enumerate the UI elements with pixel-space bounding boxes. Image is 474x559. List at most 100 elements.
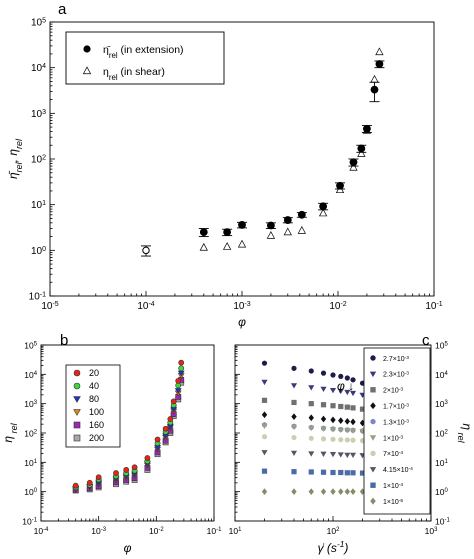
data-point bbox=[261, 450, 268, 456]
extension-point bbox=[238, 221, 246, 229]
x-tick-label: 10-1 bbox=[425, 301, 442, 313]
data-point bbox=[337, 427, 344, 433]
data-point bbox=[320, 402, 327, 408]
data-point bbox=[337, 452, 344, 458]
x-tick-label: 10-3 bbox=[91, 526, 106, 536]
data-point bbox=[291, 365, 297, 371]
data-point bbox=[308, 368, 314, 374]
data-point bbox=[320, 469, 327, 475]
legend-label: 1×10-5 bbox=[383, 497, 403, 506]
legend-label: 160 bbox=[89, 420, 104, 430]
extension-point bbox=[336, 181, 344, 190]
x-tick-label: 10-4 bbox=[34, 526, 49, 536]
legend: 20 40 80 100 160 200 bbox=[65, 364, 121, 448]
data-point bbox=[123, 467, 130, 473]
data-point bbox=[154, 436, 161, 443]
data-point bbox=[349, 390, 357, 397]
data-point bbox=[131, 464, 138, 471]
legend-label: 200 bbox=[89, 433, 104, 443]
legend-marker bbox=[73, 434, 81, 442]
legend-marker bbox=[73, 369, 81, 377]
legend-marker-extension bbox=[83, 45, 91, 53]
extension-point bbox=[349, 158, 358, 167]
legend-marker bbox=[370, 482, 376, 488]
data-point bbox=[261, 488, 268, 496]
data-point bbox=[344, 470, 350, 476]
shear-point bbox=[297, 225, 306, 234]
data-point bbox=[261, 423, 268, 429]
data-point bbox=[113, 470, 119, 476]
data-point bbox=[350, 437, 356, 443]
y-tick-label: 102 bbox=[31, 154, 46, 166]
extension-point bbox=[199, 228, 208, 237]
data-point bbox=[261, 379, 268, 386]
data-point bbox=[308, 425, 315, 432]
x-tick-label: 10-2 bbox=[329, 301, 346, 313]
data-point bbox=[308, 414, 314, 422]
data-point bbox=[291, 469, 297, 475]
shear-point bbox=[370, 74, 379, 83]
x-axis-title: φ bbox=[238, 315, 246, 329]
y-tick-label: 101 bbox=[435, 458, 448, 468]
extension-point bbox=[297, 210, 306, 219]
x-tick-label: 10-1 bbox=[207, 526, 222, 536]
legend-marker bbox=[73, 421, 81, 429]
data-point bbox=[320, 386, 327, 392]
legend-label-extension: η̄rel (in extension) bbox=[103, 44, 184, 60]
data-point bbox=[338, 469, 344, 476]
data-point bbox=[290, 450, 298, 457]
shear-point bbox=[266, 230, 276, 239]
data-point bbox=[291, 413, 297, 421]
data-point bbox=[338, 403, 344, 410]
legend-label: 80 bbox=[89, 394, 99, 404]
data-point bbox=[308, 451, 315, 457]
data-point bbox=[350, 488, 356, 496]
shear-point bbox=[375, 47, 384, 56]
phi-arrow-annotation: φ ↓ bbox=[337, 379, 354, 393]
x-axis-title: γ̇ (s-1) bbox=[318, 539, 349, 555]
legend: 2.7×10-3 2.3×10-3 2×10-3 1.7×10-3 1.3×10-3 1×… bbox=[363, 347, 431, 515]
data-point bbox=[338, 373, 344, 380]
data-point bbox=[350, 377, 356, 383]
data-point bbox=[291, 488, 297, 496]
legend: η̄rel (in extension) ηrel (in shear) bbox=[65, 31, 225, 85]
data-point bbox=[167, 416, 174, 422]
extension-point bbox=[357, 144, 366, 153]
legend-marker bbox=[370, 387, 376, 393]
panel-b: 10-1 100 101 102 103 104 105 10-4 10-3 10-2 10-1 b φ… bbox=[1, 332, 222, 555]
x-tick-label: 10-4 bbox=[137, 301, 154, 313]
data-point bbox=[330, 469, 336, 476]
panel-a: 10-1 100 101 102 103 104 105 10-5 10-4 10-3 10-2 10… bbox=[6, 1, 443, 329]
data-point bbox=[144, 455, 151, 461]
legend-marker bbox=[370, 418, 376, 425]
legend-label: 4.15×10-4 bbox=[383, 466, 413, 475]
data-point bbox=[344, 417, 351, 425]
data-point bbox=[308, 469, 314, 475]
legend-label: 1.3×10-3 bbox=[383, 418, 409, 427]
legend-label: 40 bbox=[89, 381, 99, 391]
data-point bbox=[261, 360, 268, 366]
y-tick-label: 100 bbox=[31, 245, 46, 256]
shear-point bbox=[318, 208, 328, 217]
legend-label: 7×10-4 bbox=[383, 450, 403, 459]
data-point bbox=[338, 488, 344, 496]
shear-point bbox=[199, 242, 208, 251]
extension-point bbox=[266, 221, 275, 230]
y-tick-label: 103 bbox=[24, 399, 37, 409]
x-tick-label: 102 bbox=[327, 526, 340, 536]
panel-letter: b bbox=[60, 332, 68, 349]
data-point bbox=[330, 436, 336, 442]
y-axis-title: η rel bbox=[456, 423, 474, 443]
x-tick-label: 10-3 bbox=[233, 301, 250, 313]
legend-label: 2.3×10-3 bbox=[383, 370, 409, 379]
y-tick-label: 104 bbox=[24, 370, 37, 380]
legend-label: 100 bbox=[89, 407, 104, 417]
extension-point bbox=[142, 246, 150, 255]
data-point bbox=[320, 451, 327, 457]
legend-label: 1×10-3 bbox=[383, 434, 403, 443]
data-point bbox=[330, 488, 336, 496]
x-tick-label: 103 bbox=[425, 526, 438, 536]
data-point bbox=[178, 365, 185, 372]
y-tick-label: 10-1 bbox=[435, 517, 450, 527]
x-tick-label: 101 bbox=[229, 526, 242, 536]
